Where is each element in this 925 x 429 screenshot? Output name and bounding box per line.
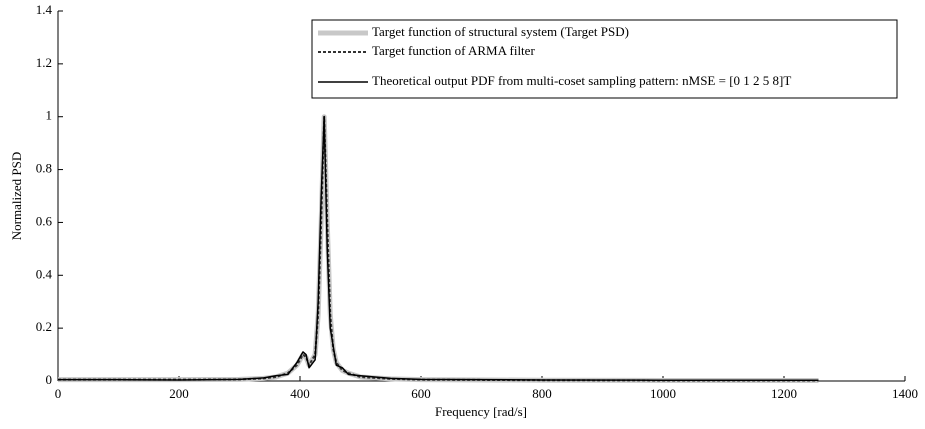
y-tick-label: 1.2: [36, 55, 52, 70]
y-tick-label: 0.6: [36, 213, 53, 228]
series-line: [58, 115, 819, 382]
x-tick-label: 1000: [650, 386, 676, 401]
y-tick-label: 0.4: [36, 266, 53, 281]
y-tick-label: 0: [46, 372, 53, 387]
y-tick-label: 1: [46, 108, 53, 123]
legend-label: Target function of ARMA filter: [372, 43, 535, 58]
x-tick-label: 200: [169, 386, 189, 401]
x-tick-label: 1200: [771, 386, 797, 401]
legend-label: Theoretical output PDF from multi-coset …: [372, 73, 791, 88]
x-tick-label: 800: [532, 386, 552, 401]
x-tick-label: 0: [55, 386, 62, 401]
series-line: [58, 115, 819, 381]
y-axis-label: Normalized PSD: [9, 152, 24, 240]
y-tick-label: 0.2: [36, 319, 52, 334]
legend-box: [311, 19, 898, 99]
series-line: [58, 114, 819, 383]
legend-label: Target function of structural system (Ta…: [372, 24, 629, 39]
y-tick-label: 1.4: [36, 2, 53, 17]
x-tick-label: 400: [290, 386, 310, 401]
x-axis-label: Frequency [rad/s]: [435, 404, 527, 419]
x-tick-label: 600: [411, 386, 431, 401]
y-tick-label: 0.8: [36, 161, 52, 176]
x-tick-label: 1400: [892, 386, 918, 401]
